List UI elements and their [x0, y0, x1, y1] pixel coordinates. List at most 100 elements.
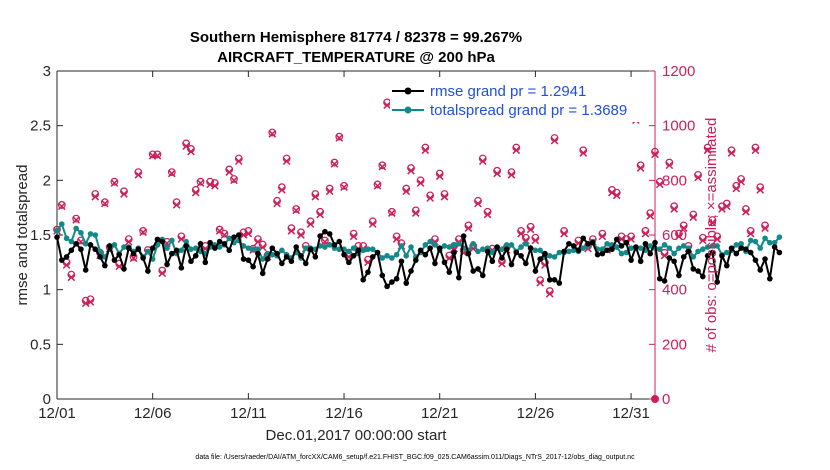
totalspread-point [523, 240, 529, 247]
obs-assimilated-point [608, 188, 616, 197]
rmse-point [326, 231, 333, 237]
rmse-point [738, 245, 744, 251]
rmse-point [489, 258, 496, 265]
obs-assimilated-stroke [368, 220, 377, 228]
obs-assimilated-point [426, 194, 434, 202]
rmse-point [336, 238, 343, 245]
rmse-point [149, 245, 156, 251]
rmse-point [633, 244, 639, 250]
totalspread-point [757, 245, 764, 251]
totalspread-point [704, 244, 711, 250]
obs-assimilated-point [679, 224, 688, 232]
rmse-point [283, 254, 290, 260]
obs-assimilated-point [689, 213, 698, 222]
rmse-point [532, 268, 539, 274]
obs-assimilated-stroke [254, 238, 262, 246]
x-tick-label: 12/06 [134, 405, 172, 422]
rmse-point [623, 239, 630, 246]
obs-assimilated-stroke [655, 180, 664, 189]
totalspread-point [446, 244, 453, 250]
totalspread-point [427, 238, 433, 245]
totalspread-point [604, 240, 610, 247]
rmse-point [259, 270, 266, 277]
obs-assimilated-point [101, 199, 109, 208]
y-tick-label-left: 2 [43, 172, 51, 189]
totalspread-point [121, 244, 127, 250]
y-tick-label-right: 1200 [662, 63, 695, 80]
rmse-point [173, 247, 180, 254]
rmse-point [389, 279, 395, 285]
rmse-point [728, 245, 735, 251]
obs-assimilated-point [368, 220, 377, 228]
obs-assimilated-point [493, 169, 501, 178]
obs-assimilated-point [713, 235, 722, 243]
obs-assimilated-point [120, 190, 128, 198]
rmse-point [82, 267, 89, 273]
obs-assimilated-point [435, 172, 444, 181]
obs-possible-point [100, 198, 109, 207]
obs-assimilated-point [440, 192, 449, 201]
obs-assimilated-stroke [101, 199, 109, 208]
obs-assimilated-stroke [306, 220, 315, 228]
obs-assimilated-stroke [72, 216, 80, 224]
totalspread-point [245, 245, 252, 251]
totalspread-point [360, 247, 366, 254]
totalspread-point [178, 247, 185, 254]
obs-assimilated-stroke [651, 150, 659, 159]
totalspread-point [68, 238, 75, 245]
obs-assimilated-stroke [435, 172, 444, 181]
obs-assimilated-stroke [364, 258, 372, 267]
rmse-point [757, 267, 764, 273]
obs-assimilated-point [330, 160, 339, 168]
obs-assimilated-point [742, 207, 750, 216]
obs-possible-point [57, 201, 66, 209]
y-tick-label-right: 200 [662, 336, 687, 353]
totalspread-point [762, 235, 768, 242]
totalspread-point [63, 235, 70, 242]
obs-assimilated-point [756, 186, 765, 194]
rmse-point [216, 238, 223, 245]
y-tick-label-left: 0 [43, 391, 51, 408]
y-axis-label-left: rmse and totalspread [14, 165, 31, 306]
rmse-point [350, 252, 357, 259]
obs-assimilated-point [517, 229, 525, 238]
rmse-point [661, 278, 668, 284]
rmse-point [503, 246, 510, 253]
obs-assimilated-stroke [273, 199, 281, 208]
obs-possible-point [139, 226, 148, 235]
totalspread-point [346, 248, 352, 255]
rmse-point [719, 252, 725, 259]
obs-assimilated-stroke [292, 206, 301, 215]
rmse-point [575, 247, 582, 254]
rmse-point [298, 252, 304, 259]
x-tick-label: 12/26 [517, 405, 555, 422]
x-tick-label: 12/21 [421, 405, 459, 422]
obs-assimilated-point [655, 180, 664, 189]
obs-assimilated-point [483, 210, 492, 219]
obs-assimilated-stroke [383, 101, 391, 109]
totalspread-point [422, 242, 429, 248]
totalspread-point [570, 247, 577, 254]
rmse-point [393, 275, 400, 282]
rmse-point [154, 236, 161, 243]
totalspread-point [456, 240, 462, 247]
obs-assimilated-stroke [708, 218, 717, 227]
obs-assimilated-point [675, 232, 683, 241]
rmse-point [446, 269, 453, 275]
totalspread-point [676, 245, 682, 251]
obs-assimilated-point [306, 220, 315, 228]
obs-assimilated-stroke [57, 202, 66, 211]
rmse-point [360, 277, 366, 283]
obs-assimilated-stroke [493, 169, 501, 178]
totalspread-point [384, 252, 390, 259]
obs-assimilated-stroke [722, 202, 731, 211]
totalspread-point [661, 242, 668, 248]
totalspread-point [389, 255, 395, 261]
totalspread-point [164, 245, 170, 251]
x-tick-label: 12/16 [325, 405, 363, 422]
obs-possible-point [330, 158, 339, 167]
obs-assimilated-point [335, 134, 344, 142]
obs-assimilated-stroke [675, 232, 683, 241]
obs-assimilated-point [478, 157, 487, 166]
obs-assimilated-point [196, 179, 205, 187]
